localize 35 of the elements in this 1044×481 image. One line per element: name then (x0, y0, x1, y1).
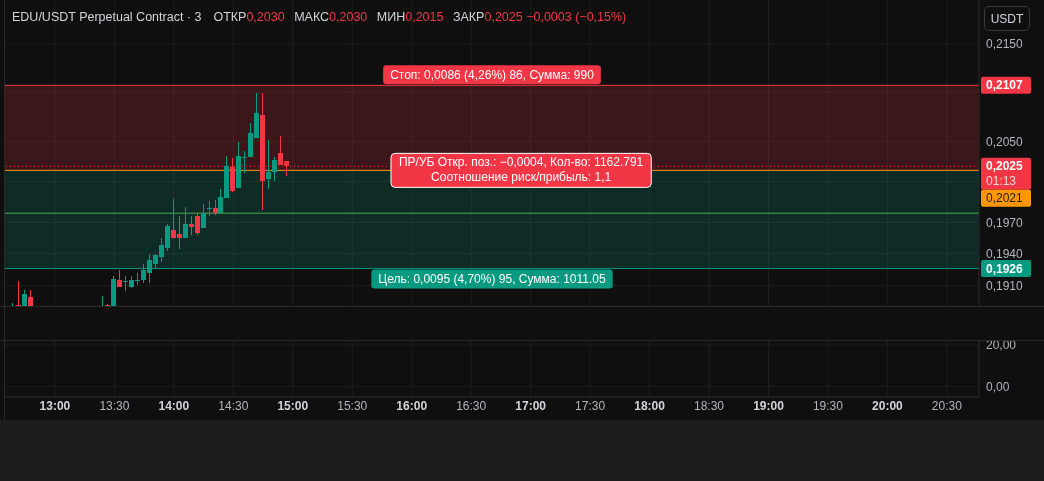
x-tick-label: 20:30 (931, 398, 963, 413)
y-tick-label: 0,1910 (986, 278, 1024, 293)
y-tick-label: 0,1970 (986, 215, 1024, 230)
candlestick (207, 200, 212, 217)
x-tick-label: 13:30 (99, 398, 130, 413)
x-tick-label: 14:00 (158, 398, 190, 413)
y-tick-label: 0,2050 (986, 134, 1024, 149)
y-tick-label: 0,2150 (986, 37, 1024, 52)
text: ОТКР0,2030 МАКС0,2030 МИН0,2015 ЗАКР0,2025 −0,0003 (−0,15%) (213, 10, 627, 24)
x-tick-label: 18:30 (694, 398, 725, 413)
x-tick-label: 20:00 (872, 398, 904, 413)
x-tick-label: 13:00 (39, 398, 71, 413)
y-tick-label: 0,00 (986, 379, 1010, 394)
x-tick-label: 19:30 (812, 398, 844, 413)
band-label: Стоп: 0,0086 (4,26%) 86, Сумма: 990 (390, 67, 595, 82)
band-label: Цель: 0,0095 (4,70%) 95, Сумма: 1011.05 (378, 272, 606, 287)
x-tick-label: 16:00 (396, 398, 428, 413)
ref-line-label: 0,2025 01:13 (986, 159, 1024, 189)
x-tick-label: 15:00 (277, 398, 309, 413)
x-tick-label: 14:30 (218, 398, 249, 413)
candlestick (16, 281, 21, 306)
y-tick-label: 0,1940 (986, 247, 1024, 262)
y-tick-label: 20,00 (986, 338, 1017, 353)
ref-line-label: 0,1926 (986, 261, 1024, 276)
x-tick-label: 16:30 (456, 398, 487, 413)
ref-line-label: 0,2107 (986, 78, 1024, 93)
x-tick-label: 19:00 (753, 398, 785, 413)
x-tick-label: 18:00 (634, 398, 666, 413)
annotation: ПР/УБ Откр. поз.: −0,0004, Кол-во: 1162.791 Соотношение риск/прибыль: 1,1 (399, 155, 644, 185)
x-tick-label: 17:00 (515, 398, 547, 413)
x-tick-label: 17:30 (575, 398, 606, 413)
y-axis-title: USDT (984, 6, 1030, 31)
text: EDU/USDT Perpetual Contract · 3 (12, 10, 202, 24)
x-tick-label: 15:30 (337, 398, 368, 413)
ref-line-label: 0,2021 (986, 191, 1024, 206)
